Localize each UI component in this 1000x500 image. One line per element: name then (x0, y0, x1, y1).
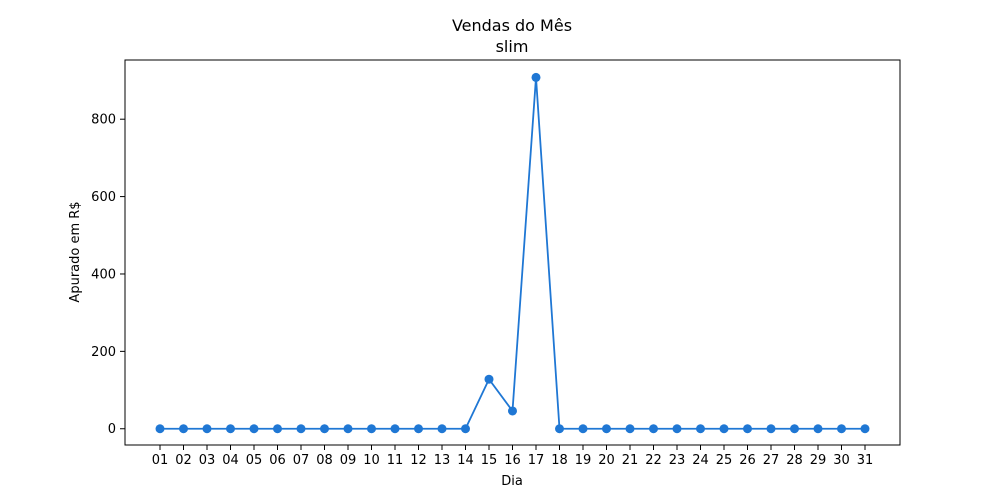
x-tick-label: 06 (269, 453, 286, 468)
x-tick-label: 14 (457, 453, 474, 468)
series-line (160, 76, 865, 430)
x-tick-label: 07 (293, 453, 310, 468)
data-point (461, 424, 470, 434)
data-point (179, 424, 188, 434)
data-point (226, 424, 235, 434)
data-point (508, 406, 517, 416)
data-point (202, 424, 212, 434)
x-tick-label: 21 (622, 453, 639, 468)
data-point (696, 424, 705, 434)
x-tick-label: 18 (551, 453, 568, 468)
data-point (155, 424, 165, 434)
data-point (837, 424, 846, 434)
x-tick-label: 16 (504, 453, 521, 468)
x-axis-label: Dia (501, 474, 523, 489)
x-tick-label: 05 (246, 453, 263, 468)
x-tick-label: 02 (175, 453, 192, 468)
x-tick-label: 24 (692, 453, 709, 468)
data-point (414, 424, 423, 434)
data-point (602, 424, 611, 434)
x-tick-label: 29 (810, 453, 827, 468)
x-tick-label: 26 (739, 453, 756, 468)
y-axis: 0 200 400 600 800 (91, 113, 125, 437)
x-tick-label: 20 (598, 453, 615, 468)
x-tick-label: 01 (152, 453, 169, 468)
x-tick-label: 25 (716, 453, 733, 468)
data-point (484, 374, 494, 384)
chart-subtitle: slim (496, 37, 529, 56)
x-tick-label: 08 (316, 453, 333, 468)
y-axis-label: Apurado em R$ (68, 201, 83, 302)
data-point (555, 424, 564, 434)
x-tick-label: 22 (645, 453, 662, 468)
data-point (672, 424, 682, 434)
data-point (719, 424, 729, 434)
data-point (743, 424, 752, 434)
data-point (367, 424, 376, 434)
x-tick-label: 31 (857, 453, 874, 468)
plot-area (155, 72, 870, 434)
x-axis: 01 02 03 04 05 06 07 08 09 10 11 12 13 14 15 16 17 18 19 20… (152, 445, 874, 468)
x-tick-label: 27 (763, 453, 780, 468)
plot-frame (124, 59, 901, 446)
x-tick-label: 28 (786, 453, 803, 468)
data-point (531, 72, 541, 82)
y-tick-label: 800 (91, 113, 116, 128)
data-point (320, 424, 329, 434)
data-point (296, 424, 306, 434)
data-point (390, 424, 400, 434)
data-point (437, 424, 447, 434)
data-point (343, 424, 353, 434)
x-tick-label: 09 (340, 453, 357, 468)
chart-title: Vendas do Mês (452, 16, 572, 35)
data-point (249, 424, 259, 434)
x-tick-label: 03 (199, 453, 216, 468)
y-tick-label: 400 (91, 267, 116, 282)
x-tick-label: 04 (222, 453, 239, 468)
data-point (273, 424, 282, 434)
y-tick-label: 200 (91, 345, 116, 360)
x-tick-label: 23 (669, 453, 686, 468)
x-tick-label: 13 (434, 453, 451, 468)
x-tick-label: 15 (481, 453, 498, 468)
data-point (578, 424, 588, 434)
x-tick-label: 11 (387, 453, 404, 468)
x-tick-label: 19 (575, 453, 592, 468)
data-point (625, 424, 635, 434)
data-point (766, 424, 776, 434)
data-point (790, 424, 799, 434)
x-tick-label: 12 (410, 453, 427, 468)
data-point (649, 424, 658, 434)
y-tick-label: 600 (91, 190, 116, 205)
x-tick-label: 10 (363, 453, 380, 468)
x-tick-label: 30 (833, 453, 850, 468)
data-point (860, 424, 870, 434)
y-tick-label: 0 (108, 422, 116, 437)
data-point (813, 424, 823, 434)
x-tick-label: 17 (528, 453, 545, 468)
